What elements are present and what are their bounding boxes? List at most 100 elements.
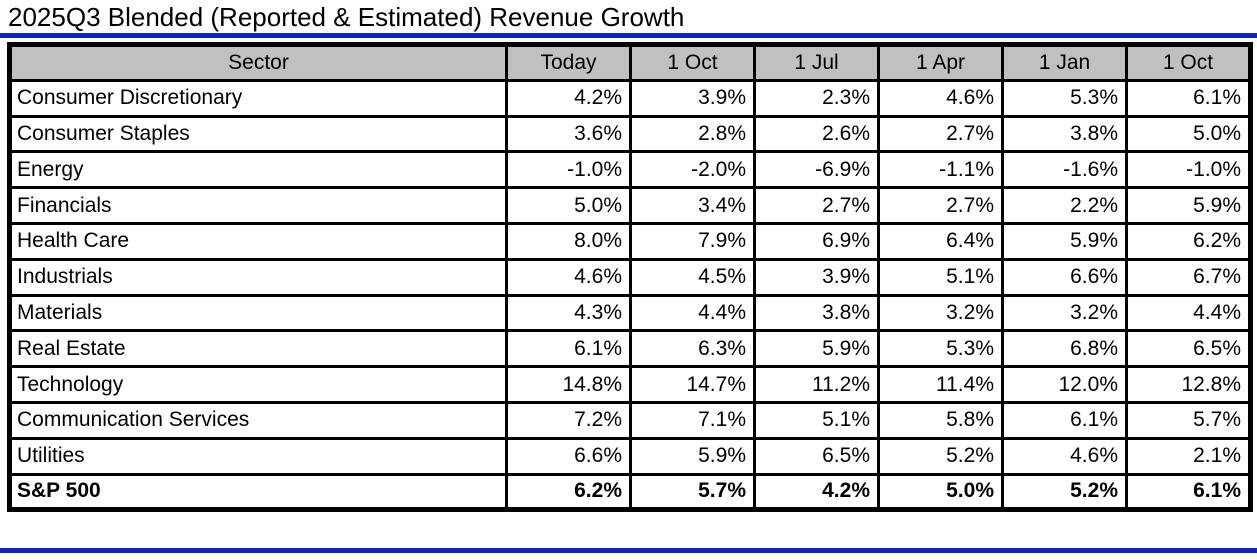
value-cell: 6.8% xyxy=(1001,329,1128,369)
value-cell: 6.6% xyxy=(505,436,632,476)
value-cell: 3.9% xyxy=(629,78,756,118)
sector-cell: Consumer Staples xyxy=(8,114,508,154)
column-header-1apr: 1 Apr xyxy=(877,43,1004,82)
value-cell: 4.2% xyxy=(505,78,632,118)
value-cell: 5.0% xyxy=(1125,114,1252,154)
sector-cell: Materials xyxy=(8,293,508,333)
value-cell: 6.2% xyxy=(1125,221,1252,261)
value-cell: 5.7% xyxy=(1125,400,1252,440)
value-cell: 2.1% xyxy=(1125,436,1252,476)
value-cell: 3.2% xyxy=(877,293,1004,333)
sector-cell: Consumer Discretionary xyxy=(8,78,508,118)
value-cell: 2.3% xyxy=(753,78,880,118)
sector-cell: Communication Services xyxy=(8,400,508,440)
column-header-1jan: 1 Jan xyxy=(1001,43,1128,82)
value-cell: 5.0% xyxy=(877,472,1004,512)
value-cell: 11.2% xyxy=(753,365,880,404)
value-cell: 12.8% xyxy=(1125,365,1252,404)
sector-cell: Technology xyxy=(8,365,508,404)
value-cell: 6.6% xyxy=(1001,257,1128,297)
value-cell: 3.4% xyxy=(629,186,756,225)
sector-cell: Industrials xyxy=(8,257,508,297)
value-cell: 6.1% xyxy=(1001,400,1128,440)
value-cell: 4.6% xyxy=(505,257,632,297)
column-header-today: Today xyxy=(505,43,632,82)
value-cell: 8.0% xyxy=(505,221,632,261)
value-cell: 11.4% xyxy=(877,365,1004,404)
value-cell: -1.0% xyxy=(1125,150,1252,190)
table-row: Consumer Staples 3.6% 2.8% 2.6% 2.7% 3.8% 5.0% xyxy=(8,114,1252,154)
title-underline-rule xyxy=(0,33,1257,38)
table-row: Utilities 6.6% 5.9% 6.5% 5.2% 4.6% 2.1% xyxy=(8,436,1252,476)
sector-cell: Real Estate xyxy=(8,329,508,369)
sector-cell: Energy xyxy=(8,150,508,190)
value-cell: 4.5% xyxy=(629,257,756,297)
value-cell: -1.0% xyxy=(505,150,632,190)
table-header: Sector Today 1 Oct 1 Jul 1 Apr 1 Jan 1 O… xyxy=(8,43,1252,82)
value-cell: 3.2% xyxy=(1001,293,1128,333)
value-cell: 5.3% xyxy=(1001,78,1128,118)
value-cell: 6.1% xyxy=(505,329,632,369)
value-cell: 6.1% xyxy=(1125,472,1252,512)
value-cell: 6.4% xyxy=(877,221,1004,261)
value-cell: 6.5% xyxy=(753,436,880,476)
value-cell: -1.6% xyxy=(1001,150,1128,190)
table-row: Communication Services 7.2% 7.1% 5.1% 5.8% 6.… xyxy=(8,400,1252,440)
value-cell: 5.0% xyxy=(505,186,632,225)
table-row: Consumer Discretionary 4.2% 3.9% 2.3% 4.6% 5.… xyxy=(8,78,1252,118)
column-header-1jul: 1 Jul xyxy=(753,43,880,82)
value-cell: 5.7% xyxy=(629,472,756,512)
value-cell: 5.9% xyxy=(1001,221,1128,261)
value-cell: 5.1% xyxy=(753,400,880,440)
value-cell: -1.1% xyxy=(877,150,1004,190)
value-cell: -2.0% xyxy=(629,150,756,190)
value-cell: 4.3% xyxy=(505,293,632,333)
value-cell: 6.9% xyxy=(753,221,880,261)
value-cell: 7.9% xyxy=(629,221,756,261)
value-cell: 3.6% xyxy=(505,114,632,154)
value-cell: 5.9% xyxy=(629,436,756,476)
value-cell: 2.7% xyxy=(877,114,1004,154)
value-cell: 5.2% xyxy=(1001,472,1128,512)
value-cell: 6.1% xyxy=(1125,78,1252,118)
column-header-1oct-a: 1 Oct xyxy=(629,43,756,82)
value-cell: 5.8% xyxy=(877,400,1004,440)
value-cell: 3.9% xyxy=(753,257,880,297)
value-cell: 3.8% xyxy=(1001,114,1128,154)
value-cell: 6.7% xyxy=(1125,257,1252,297)
value-cell: 2.7% xyxy=(877,186,1004,225)
value-cell: 7.1% xyxy=(629,400,756,440)
table-row: Materials 4.3% 4.4% 3.8% 3.2% 3.2% 4.4% xyxy=(8,293,1252,333)
sector-cell: Financials xyxy=(8,186,508,225)
value-cell: 4.4% xyxy=(1125,293,1252,333)
page-title: 2025Q3 Blended (Reported & Estimated) Re… xyxy=(8,2,685,32)
value-cell: 7.2% xyxy=(505,400,632,440)
total-row: S&P 500 6.2% 5.7% 4.2% 5.0% 5.2% 6.1% xyxy=(8,472,1252,512)
table-row: Real Estate 6.1% 6.3% 5.9% 5.3% 6.8% 6.5% xyxy=(8,329,1252,369)
value-cell: 4.4% xyxy=(629,293,756,333)
table-body: Consumer Discretionary 4.2% 3.9% 2.3% 4.6% 5.… xyxy=(8,78,1252,512)
value-cell: 2.8% xyxy=(629,114,756,154)
value-cell: 3.8% xyxy=(753,293,880,333)
value-cell: 2.6% xyxy=(753,114,880,154)
table-row: Health Care 8.0% 7.9% 6.9% 6.4% 5.9% 6.2% xyxy=(8,221,1252,261)
bottom-rule xyxy=(0,548,1257,553)
column-header-sector: Sector xyxy=(8,43,508,82)
value-cell: 5.9% xyxy=(1125,186,1252,225)
value-cell: -6.9% xyxy=(753,150,880,190)
value-cell: 6.3% xyxy=(629,329,756,369)
value-cell: 5.1% xyxy=(877,257,1004,297)
table-row: Industrials 4.6% 4.5% 3.9% 5.1% 6.6% 6.7% xyxy=(8,257,1252,297)
value-cell: 6.5% xyxy=(1125,329,1252,369)
value-cell: 2.2% xyxy=(1001,186,1128,225)
value-cell: 4.6% xyxy=(1001,436,1128,476)
value-cell: 6.2% xyxy=(505,472,632,512)
value-cell: 5.3% xyxy=(877,329,1004,369)
sector-cell: Health Care xyxy=(8,221,508,261)
table-row: Technology 14.8% 14.7% 11.2% 11.4% 12.0% 12.8% xyxy=(8,365,1252,404)
revenue-growth-table: Sector Today 1 Oct 1 Jul 1 Apr 1 Jan 1 O… xyxy=(7,42,1253,513)
value-cell: 12.0% xyxy=(1001,365,1128,404)
header-row: Sector Today 1 Oct 1 Jul 1 Apr 1 Jan 1 O… xyxy=(8,43,1252,82)
value-cell: 14.7% xyxy=(629,365,756,404)
